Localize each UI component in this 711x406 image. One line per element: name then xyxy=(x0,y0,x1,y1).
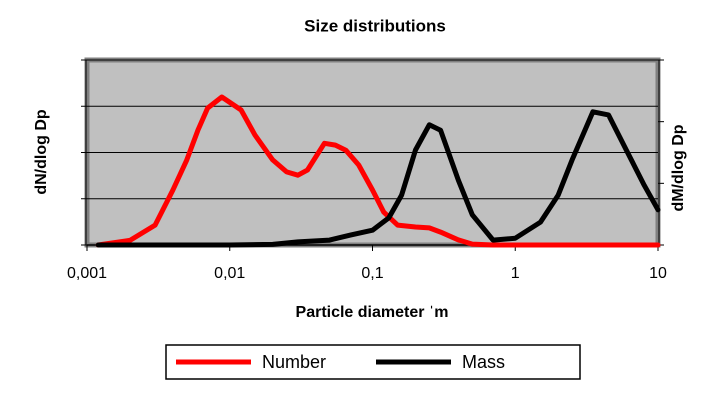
x-axis-label: Particle diameter ˈm xyxy=(296,304,449,321)
x-tick-label: 0,01 xyxy=(214,265,245,282)
chart-title: Size distributions xyxy=(304,16,446,35)
x-tick-label: 1 xyxy=(511,265,520,282)
series-line xyxy=(95,109,661,248)
legend-label: Number xyxy=(262,352,326,372)
x-tick-label: 0,1 xyxy=(361,265,383,282)
y-axis-label: dN/dlog Dp xyxy=(33,109,50,195)
x-tick-label: 0,001 xyxy=(67,265,107,282)
series-line xyxy=(95,94,661,248)
legend-label: Mass xyxy=(462,352,505,372)
x-tick-label: 10 xyxy=(649,265,667,282)
y2-axis-label: dM/dlog Dp xyxy=(670,124,687,211)
